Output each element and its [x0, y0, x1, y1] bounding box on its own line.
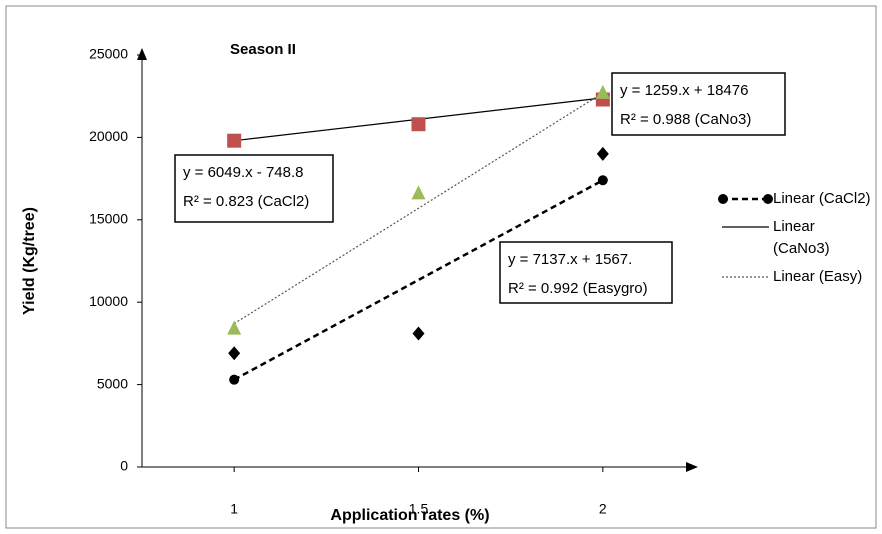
- point: [411, 185, 426, 200]
- y-tick-label: 10000: [89, 293, 128, 309]
- point: [718, 194, 728, 204]
- frame: [5, 5, 877, 529]
- legend-entry: Linear (CaCl2): [718, 188, 878, 210]
- x-arrow: [686, 462, 698, 472]
- legend-entry: Linear (CaNo3): [718, 216, 878, 260]
- y-tick-label: 15000: [89, 211, 128, 227]
- point: [597, 175, 608, 186]
- point: [228, 346, 241, 361]
- legend-label: Linear (CaNo3): [773, 218, 830, 257]
- legend-label: Linear (Easy): [773, 268, 863, 285]
- point: [411, 117, 426, 132]
- point: [229, 374, 240, 385]
- point: [227, 133, 242, 148]
- trendline: [233, 92, 604, 325]
- point: [595, 84, 610, 99]
- legend: Linear (CaCl2) Linear (CaNo3) Linear (Easy…: [718, 188, 878, 294]
- point: [227, 320, 242, 335]
- x-tick-label: 1.5: [409, 501, 429, 517]
- y-tick-label: 20000: [89, 128, 128, 144]
- annotation-box: [611, 72, 786, 136]
- legend-swatch: [722, 276, 769, 278]
- y-axis-label: Yield (Kg/tree): [21, 207, 38, 315]
- annotation-text: y = 7137.x + 1567.: [508, 251, 632, 268]
- annotation-text: R² = 0.992 (Easygro): [508, 280, 648, 297]
- y-tick-label: 0: [120, 458, 128, 474]
- y-arrow: [137, 48, 147, 60]
- legend-label: Linear (CaCl2): [773, 190, 871, 207]
- legend-swatch: [718, 194, 773, 204]
- chart-title: Season II: [230, 41, 296, 58]
- legend-swatch: [722, 226, 769, 228]
- y-tick-label: 25000: [89, 46, 128, 62]
- annotation-text: y = 6049.x - 748.8: [183, 164, 304, 181]
- point: [763, 194, 773, 204]
- annotation-text: R² = 0.988 (CaNo3): [620, 111, 751, 128]
- annotation-box: [174, 154, 334, 223]
- x-axis-label: Application rates (%): [330, 507, 489, 524]
- annotation-box: [499, 241, 673, 304]
- legend-entry: Linear (Easy): [718, 266, 878, 288]
- y-tick-label: 5000: [97, 375, 128, 391]
- x-tick-label: 2: [599, 501, 607, 517]
- x-tick-label: 1: [230, 501, 238, 517]
- point: [412, 326, 425, 341]
- annotation-text: y = 1259.x + 18476: [620, 82, 748, 99]
- point: [596, 146, 609, 161]
- annotation-text: R² = 0.823 (CaCl2): [183, 193, 309, 210]
